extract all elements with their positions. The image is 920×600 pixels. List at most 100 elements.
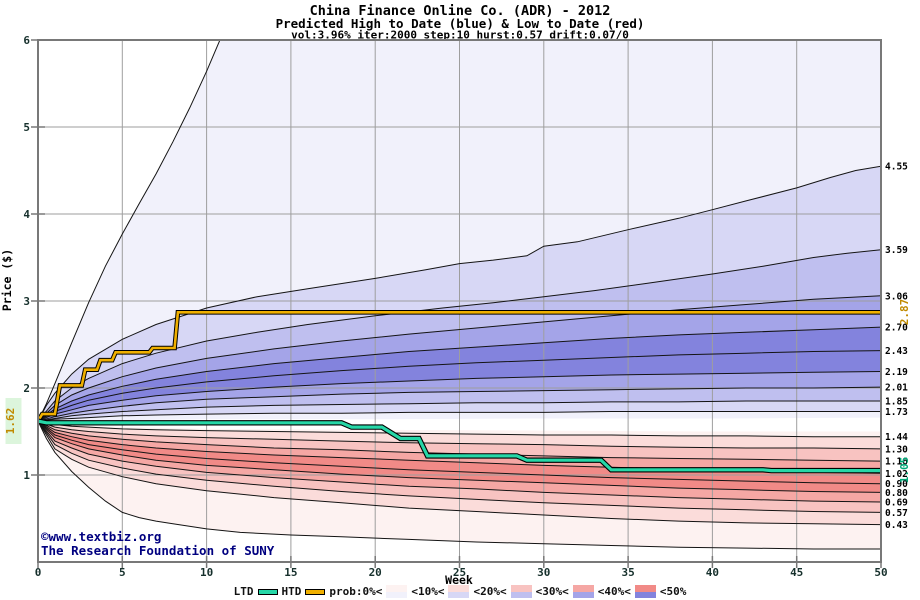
right-price-label: 2.19: [885, 367, 908, 378]
right-price-label: 3.59: [885, 245, 908, 256]
watermark-url: ©www.textbiz.org: [41, 529, 161, 544]
right-price-label: 4.55: [885, 162, 908, 173]
right-price-label: 0.57: [885, 508, 908, 519]
percentile-contour-line: [38, 420, 881, 513]
htd-line: [38, 311, 881, 422]
percentile-contour-line: [38, 420, 881, 526]
x-tick-label: 20: [369, 566, 382, 579]
legend: LTD HTD prob:0%< <10%< <20%< <30%< <40%< <50…: [0, 584, 920, 599]
y-tick-label: 1: [23, 469, 30, 482]
right-price-labels: 4.55 3.59 3.06 2.70 2.43 2.19 2.01 1.851.73 0.43…: [885, 162, 908, 531]
probability-band-swatch: [510, 585, 532, 598]
right-price-label: 3.06: [885, 291, 908, 302]
right-price-label: 0.69: [885, 497, 908, 508]
right-price-label: 1.16: [885, 457, 908, 468]
probability-band: [38, 249, 881, 422]
legend-htd-label: HTD: [281, 585, 302, 598]
x-tick-label: 25: [453, 566, 466, 579]
probability-band: [38, 295, 881, 422]
start-price-annotation: 1.62: [4, 408, 17, 435]
plot-frame: [31, 39, 882, 568]
right-price-label: 2.43: [885, 346, 908, 357]
percentile-contour-line: [38, 420, 881, 450]
x-tick-label: 40: [706, 566, 719, 579]
y-tick-label: 6: [23, 34, 30, 47]
probability-band: [38, 421, 881, 462]
percentile-contour-line: [38, 420, 881, 485]
percentile-contour-line: [38, 420, 881, 550]
right-price-label: 1.73: [885, 407, 908, 418]
probability-band: [38, 371, 881, 422]
right-price-label: 2.70: [885, 323, 908, 334]
start-price-highlight: [5, 398, 22, 444]
legend-band-label: <40%<: [597, 585, 631, 598]
probability-band-swatch: [448, 585, 470, 598]
probability-band-swatch: [634, 585, 656, 598]
ltd-line: [38, 419, 881, 473]
probability-band: [38, 327, 881, 422]
probability-band: [38, 387, 881, 422]
ltd-final-annotation: 1.05: [898, 457, 911, 484]
percentile-contours: [38, 40, 881, 550]
percentile-contour-line: [38, 295, 881, 422]
legend-band-label: <20%<: [473, 585, 507, 598]
legend-band-swatches: <10%< <20%< <30%< <40%< <50%: [386, 585, 686, 598]
x-axis-label: Week: [445, 573, 473, 587]
percentile-contour-line: [38, 350, 881, 422]
probability-band: [38, 421, 881, 474]
htd-ltd-step-lines: [38, 310, 881, 474]
percentile-contour-line: [38, 386, 881, 422]
x-tick-label: 10: [200, 566, 213, 579]
right-price-label: 2.01: [885, 383, 908, 394]
percentile-contour-line: [38, 420, 881, 493]
chart-title: China Finance Online Co. (ADR) - 2012: [310, 3, 611, 19]
x-tick-label: 35: [621, 566, 634, 579]
right-price-label: 0.43: [885, 520, 908, 531]
y-tick-label: 5: [23, 121, 30, 134]
legend-band-label: <10%<: [411, 585, 445, 598]
right-price-label: 1.44: [885, 432, 908, 443]
x-tick-label: 50: [874, 566, 887, 579]
x-tick-label: 5: [119, 566, 126, 579]
probability-band-swatch: [572, 585, 594, 598]
x-tick-label: 45: [790, 566, 803, 579]
percentile-contour-line: [38, 371, 881, 422]
watermark-org: The Research Foundation of SUNY: [41, 543, 275, 558]
legend-band-label: <50%: [659, 585, 687, 598]
right-price-label: 0.90: [885, 479, 908, 490]
percentile-contour-line: [38, 420, 881, 438]
right-price-label: 1.02: [885, 469, 908, 480]
probability-band: [38, 421, 881, 437]
right-price-label: 1.85: [885, 397, 908, 408]
probability-band: [38, 350, 881, 422]
probability-bands: [38, 40, 881, 549]
percentile-contour-line: [38, 40, 221, 422]
x-tick-label: 30: [537, 566, 550, 579]
y-tick-label: 2: [23, 382, 30, 395]
x-tick-label: 0: [35, 566, 42, 579]
percentile-contour-line: [38, 411, 881, 422]
y-tick-label: 4: [23, 208, 30, 221]
percentile-contour-line: [38, 165, 881, 422]
ltd-line-swatch: [257, 588, 278, 595]
y-axis-label: Price ($): [0, 249, 14, 311]
legend-ltd-label: LTD: [233, 585, 254, 598]
percentile-contour-line: [38, 420, 881, 462]
chart-simulation-params: vol:3.96% iter:2000 step:10 hurst:0.57 d…: [291, 29, 629, 42]
y-tick-label: 3: [23, 295, 30, 308]
probability-band-swatch: [386, 585, 408, 598]
x-tick-label: 15: [284, 566, 297, 579]
probability-band: [38, 421, 881, 549]
percentile-contour-line: [38, 420, 881, 503]
right-price-label: 0.80: [885, 488, 908, 499]
legend-band-label: <30%<: [535, 585, 569, 598]
htd-line-swatch: [305, 588, 326, 595]
htd-final-annotation: 2.87: [898, 299, 911, 326]
grid-lines: [38, 40, 881, 562]
percentile-contour-line: [38, 400, 881, 422]
legend-prob-label: prob:0%<: [329, 585, 383, 598]
right-price-label: 1.30: [885, 444, 908, 455]
